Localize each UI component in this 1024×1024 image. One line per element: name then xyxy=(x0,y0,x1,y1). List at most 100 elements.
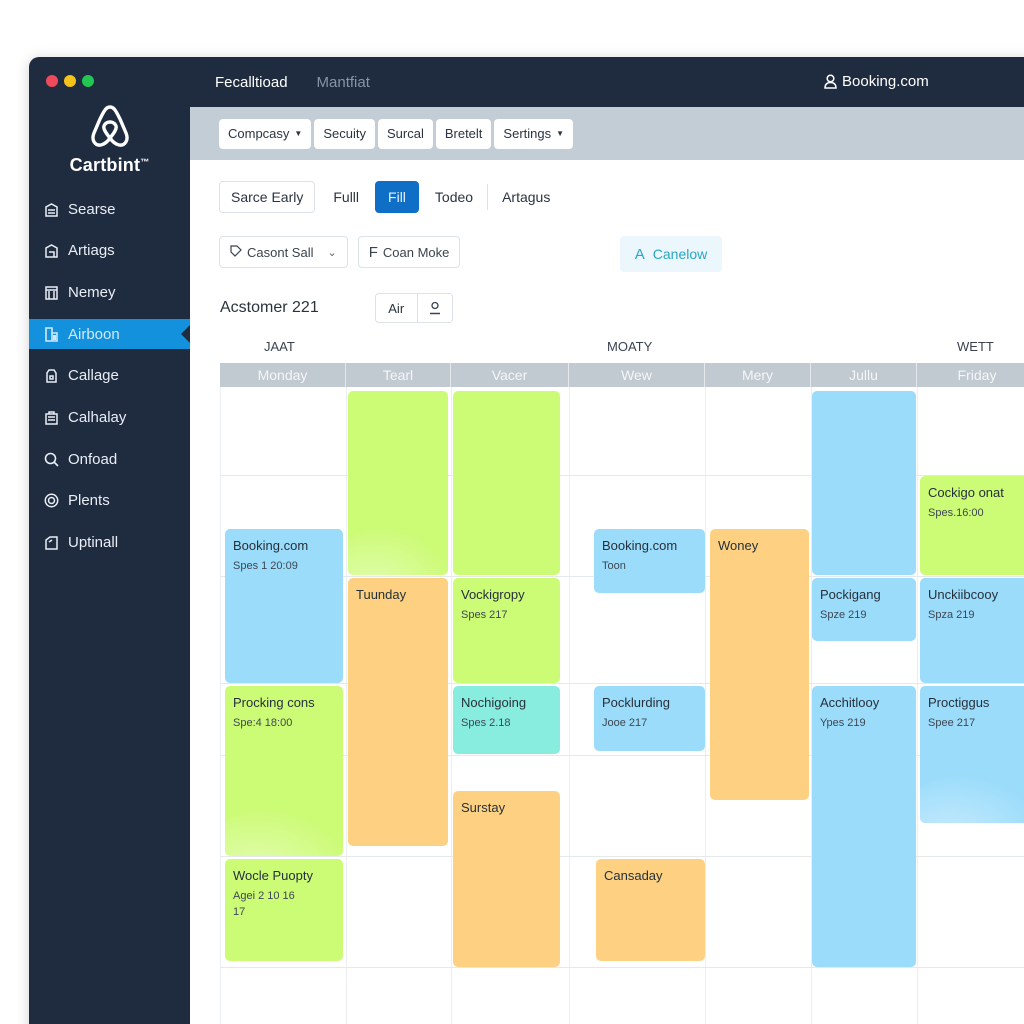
day-header-wew[interactable]: Wew xyxy=(569,363,705,387)
event-time: Spes 2.18 xyxy=(461,717,511,729)
event-time: Spe:4 18:00 xyxy=(233,717,293,729)
customer-title: Acstomer 221 xyxy=(220,299,319,316)
tab-todeo[interactable]: Todeo xyxy=(434,189,474,205)
event-block[interactable]: Wocle Puopty Agei 2 10 16 17 xyxy=(225,859,343,961)
event-block[interactable]: Pocklurding Jooe 217 xyxy=(594,686,705,751)
person-button[interactable] xyxy=(418,294,452,322)
event-block[interactable] xyxy=(453,391,560,575)
casont-dropdown[interactable]: Casont Sall ⌄ xyxy=(219,236,348,268)
sidebar-item-onfoad[interactable]: Onfoad xyxy=(29,444,190,474)
event-block[interactable]: Booking.com Toon xyxy=(594,529,705,593)
app-title[interactable]: Fecalltioad xyxy=(215,73,288,91)
sidebar-item-label: Callage xyxy=(68,367,119,385)
button-label: Coan Moke xyxy=(382,244,450,260)
bretelt-button[interactable]: Bretelt xyxy=(435,118,492,149)
surcal-button[interactable]: Surcal xyxy=(377,118,433,149)
tab-fill[interactable]: Fill xyxy=(375,181,419,213)
grid-line xyxy=(220,387,221,1024)
minimize-window-button[interactable] xyxy=(64,75,76,87)
toolbar-label: Surcal xyxy=(386,126,424,141)
app-subtitle-tab[interactable]: Mantfiat xyxy=(316,73,370,91)
security-button[interactable]: Secuity xyxy=(314,118,375,149)
top-bar: Fecalltioad Mantfiat Booking.com xyxy=(190,57,1024,107)
sidebar-item-searse[interactable]: Searse xyxy=(29,194,190,224)
coan-moke-button[interactable]: F Coan Moke xyxy=(357,236,461,268)
document-icon xyxy=(43,326,59,342)
toolbar: Compcasy ▼ Secuity Surcal Bretelt Serting… xyxy=(190,107,1024,160)
building-icon xyxy=(43,243,59,259)
calendar-section-labels: JAAT MOATY WETT xyxy=(220,339,1024,357)
event-block[interactable]: Tuunday xyxy=(348,578,448,846)
event-block[interactable]: Woney xyxy=(710,529,809,800)
sidebar-item-airboon[interactable]: Airboon xyxy=(29,319,190,350)
customer-row: Acstomer 221 Air xyxy=(220,293,453,323)
grid-line xyxy=(220,755,1024,756)
grid-line xyxy=(220,475,1024,476)
cancel-button[interactable]: A Canelow xyxy=(620,236,722,272)
sidebar-item-calhalay[interactable]: Calhalay xyxy=(29,402,190,432)
grid-line xyxy=(220,967,1024,968)
bag-icon xyxy=(43,368,59,384)
brand-logo[interactable]: Cartbint™ xyxy=(29,103,190,176)
sidebar-nav: Searse Artiags Nemey Airboon Callage Cal… xyxy=(29,194,190,569)
event-block[interactable]: Cansaday xyxy=(596,859,705,961)
event-title: Wocle Puopty xyxy=(233,868,313,883)
grid-line xyxy=(569,387,570,1024)
caret-down-icon: ▼ xyxy=(294,129,303,138)
event-block[interactable]: Pockigang Spze 219 xyxy=(812,578,916,641)
day-header-tearl[interactable]: Tearl xyxy=(346,363,451,387)
sidebar-item-artiags[interactable]: Artiags xyxy=(29,236,190,266)
account-menu[interactable]: Booking.com xyxy=(824,73,929,90)
event-block[interactable]: Acchitlooy Ypes 219 xyxy=(812,686,916,967)
grid-line xyxy=(220,683,1024,684)
range-button[interactable]: Sarce Early xyxy=(219,181,316,213)
sidebar-item-label: Artiags xyxy=(68,242,115,260)
section-label: WETT xyxy=(957,339,994,354)
maximize-window-button[interactable] xyxy=(82,75,94,87)
day-header-monday[interactable]: Monday xyxy=(220,363,346,387)
sidebar-item-plents[interactable]: Plents xyxy=(29,486,190,516)
grid-line xyxy=(220,856,1024,857)
day-header-vacer[interactable]: Vacer xyxy=(451,363,569,387)
tab-artagus[interactable]: Artagus xyxy=(502,189,551,205)
event-block[interactable]: Unckiibcooy Spza 219 xyxy=(920,578,1024,683)
event-block[interactable]: Cockigo onat Spes.16:00 xyxy=(920,476,1024,575)
day-header-friday[interactable]: Friday xyxy=(957,367,997,383)
divider xyxy=(487,184,489,210)
event-block[interactable]: Vockigropy Spes 217 xyxy=(453,578,560,683)
company-dropdown[interactable]: Compcasy ▼ xyxy=(219,118,312,149)
event-time: Ypes 219 xyxy=(820,717,866,729)
air-button[interactable]: Air xyxy=(376,294,418,322)
event-time: Spze 219 xyxy=(820,609,867,621)
grid-line xyxy=(917,387,918,1024)
grid-line xyxy=(811,387,812,1024)
tab-fulll[interactable]: Fulll xyxy=(333,189,360,205)
day-header-mery[interactable]: Mery xyxy=(705,363,811,387)
event-block[interactable] xyxy=(348,391,448,575)
event-title: Pockigang xyxy=(820,587,881,602)
day-header-jullu[interactable]: Jullu xyxy=(811,363,917,387)
event-time: Agei 2 10 16 17 xyxy=(233,890,295,918)
search-icon xyxy=(43,451,59,467)
event-block[interactable]: Booking.com Spes 1 20:09 xyxy=(225,529,343,683)
event-title: Booking.com xyxy=(602,538,678,553)
user-icon xyxy=(824,74,837,89)
loop-logo-icon xyxy=(90,105,129,147)
letter-a-icon: A xyxy=(634,245,645,263)
filter-row: Casont Sall ⌄ F Coan Moke xyxy=(219,236,461,268)
event-time: Spes 217 xyxy=(461,609,508,621)
settings-dropdown[interactable]: Sertings ▼ xyxy=(494,118,574,149)
close-window-button[interactable] xyxy=(46,75,58,87)
sidebar-item-uptinall[interactable]: Uptinall xyxy=(29,528,190,558)
sidebar-item-callage[interactable]: Callage xyxy=(29,361,190,391)
filter-letter-icon: F xyxy=(368,243,378,261)
event-block[interactable]: Nochigoing Spes 2.18 xyxy=(453,686,560,754)
event-block[interactable] xyxy=(812,391,916,575)
sidebar-item-nemey[interactable]: Nemey xyxy=(29,277,190,307)
event-time: Toon xyxy=(602,560,626,572)
event-block[interactable]: Surstay xyxy=(453,791,560,967)
sidebar: Cartbint™ Searse Artiags Nemey Airboon C… xyxy=(29,57,190,1024)
event-block[interactable]: Proctiggus Spee 217 xyxy=(920,686,1024,823)
event-block[interactable]: Procking cons Spe:4 18:00 xyxy=(225,686,343,856)
sidebar-item-label: Nemey xyxy=(68,283,116,301)
